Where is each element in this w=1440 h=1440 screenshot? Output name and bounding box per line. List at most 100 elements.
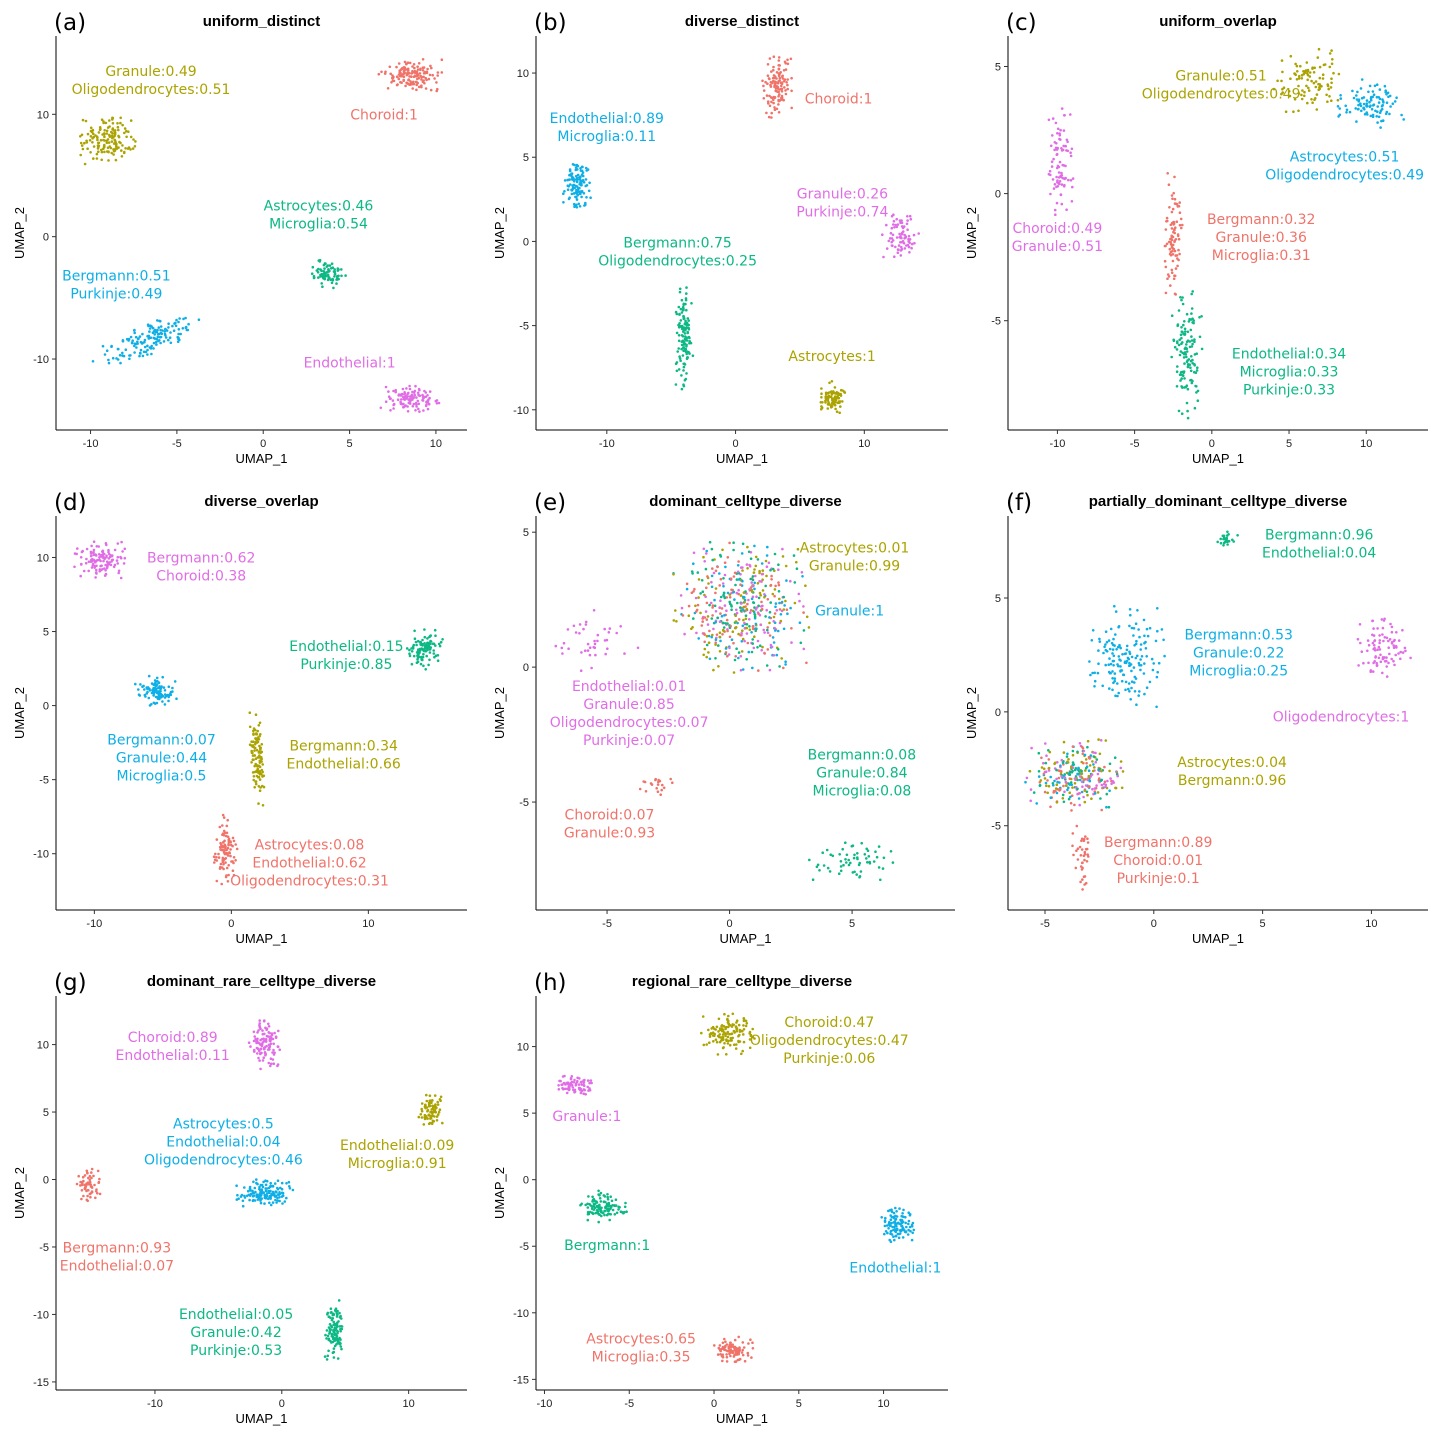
cluster-label-line: Choroid:1 (350, 107, 418, 123)
cluster-label: Bergmann:0.53 Granule:0.22 Microglia:0.25 (1184, 628, 1292, 680)
data-point (100, 148, 103, 152)
data-point (721, 1359, 724, 1363)
data-point (895, 217, 898, 221)
data-point (428, 73, 432, 77)
data-point (101, 344, 105, 348)
data-point (134, 335, 138, 339)
data-point (91, 128, 95, 132)
data-point (905, 1225, 908, 1229)
cluster-label: Endothelial:1 (849, 1261, 941, 1277)
y-tick-label: 10 (517, 1042, 529, 1054)
data-point (222, 862, 225, 866)
data-point (397, 77, 401, 81)
data-point (222, 829, 226, 833)
data-point (270, 1192, 274, 1196)
cluster-label: Astrocytes:0.5 Endothelial:0.04 Oligodendr… (144, 1117, 303, 1169)
data-point (253, 742, 257, 746)
data-point (618, 1206, 621, 1209)
data-point (440, 71, 444, 74)
data-point (1135, 639, 1138, 643)
data-point (1082, 875, 1086, 878)
data-point (567, 647, 570, 650)
data-point (1371, 90, 1375, 93)
data-point (1317, 47, 1321, 51)
data-point (1112, 664, 1115, 667)
data-point (908, 214, 912, 218)
data-point (1076, 787, 1079, 791)
data-point (414, 384, 417, 388)
y-tick-label: -5 (519, 797, 529, 809)
data-point (267, 1061, 271, 1065)
data-point (1084, 769, 1087, 772)
data-point (1169, 284, 1172, 287)
data-point (73, 565, 76, 569)
data-point (1046, 791, 1049, 795)
data-point (613, 1204, 616, 1207)
data-point (394, 388, 398, 392)
data-point (1136, 654, 1139, 658)
data-point (412, 396, 416, 400)
data-point (422, 72, 426, 75)
y-axis-label: UMAP_2 (492, 207, 507, 259)
data-point (262, 785, 266, 789)
data-point (391, 79, 395, 82)
data-point (677, 334, 681, 337)
data-point (778, 601, 781, 605)
data-point (110, 345, 113, 349)
data-point (849, 861, 852, 865)
data-point (756, 646, 759, 649)
data-point (902, 1208, 905, 1212)
data-point (127, 130, 130, 133)
data-point (897, 244, 901, 247)
data-point (678, 355, 681, 358)
data-point (860, 841, 863, 845)
panel-title: dominant_rare_celltype_diverse (147, 973, 376, 990)
data-point (432, 642, 436, 646)
data-point (1110, 641, 1114, 645)
data-point (116, 347, 120, 351)
data-point (586, 1218, 590, 1222)
data-point (853, 853, 856, 857)
x-tick-label: 5 (347, 438, 353, 450)
data-point (755, 595, 758, 598)
data-point (763, 593, 766, 596)
cluster-label-line: Endothelial:1 (849, 1261, 941, 1277)
y-axis-label: UMAP_2 (12, 1167, 27, 1219)
x-tick-label: 0 (733, 438, 739, 450)
data-point (750, 581, 753, 584)
data-point (1076, 858, 1080, 861)
data-point (89, 1195, 92, 1199)
data-point (1380, 119, 1383, 123)
data-point (1365, 102, 1369, 105)
data-point (215, 856, 218, 859)
data-point (1166, 219, 1169, 223)
data-point (1104, 643, 1107, 646)
data-point (1096, 772, 1100, 776)
data-point (1167, 275, 1171, 278)
cluster-label-line: Endothelial:0.04 (1262, 545, 1376, 561)
data-point (1373, 660, 1376, 663)
data-point (336, 1321, 339, 1324)
data-point (75, 1182, 79, 1186)
data-point (582, 1081, 586, 1084)
data-point (83, 1174, 87, 1177)
data-point (96, 1192, 99, 1195)
data-point (154, 695, 158, 699)
data-point (256, 729, 260, 733)
data-point (1043, 790, 1047, 794)
data-point (111, 356, 115, 360)
data-point (745, 626, 748, 630)
data-point (85, 141, 89, 144)
data-point (726, 1017, 729, 1021)
data-point (889, 1214, 892, 1217)
data-point (265, 1194, 268, 1197)
data-point (1095, 758, 1099, 761)
data-point (907, 1222, 910, 1226)
data-point (800, 571, 804, 574)
data-point (777, 590, 781, 593)
data-point (333, 275, 336, 278)
data-point (818, 869, 821, 872)
data-point (268, 1031, 271, 1035)
data-point (599, 1200, 603, 1203)
data-point (131, 147, 135, 150)
